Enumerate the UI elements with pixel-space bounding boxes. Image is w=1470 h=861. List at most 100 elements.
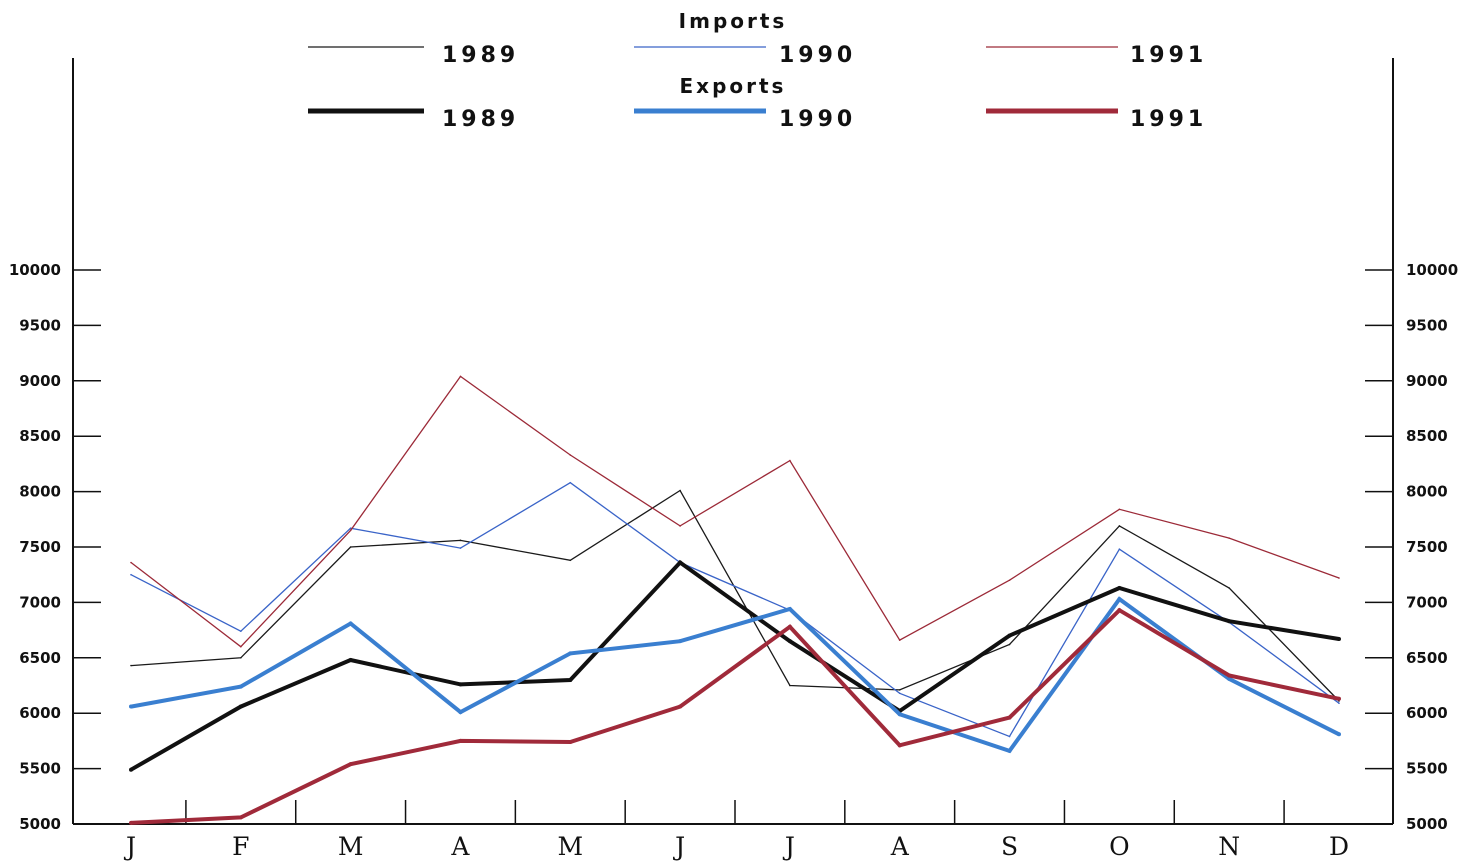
right-y-tick-label: 9000 (1406, 372, 1448, 390)
point-exports-1991 (897, 743, 902, 748)
point-exports-1989 (458, 682, 463, 687)
series-imports-1991 (130, 375, 1340, 648)
right-y-tick-label: 9500 (1406, 316, 1448, 334)
point-imports-1991 (1228, 537, 1230, 539)
point-imports-1990 (1118, 548, 1121, 551)
series-exports-1990 (130, 596, 1340, 754)
legend-group-title: Imports (679, 9, 788, 33)
point-imports-1989 (240, 657, 242, 659)
point-exports-1989 (1337, 636, 1341, 641)
point-exports-1990 (458, 710, 463, 715)
x-category-label: F (232, 832, 249, 861)
series-imports-1990 (130, 481, 1340, 738)
point-imports-1989 (789, 684, 791, 687)
point-imports-1989 (898, 689, 901, 691)
point-imports-1990 (240, 630, 242, 633)
right-y-tick-label: 8500 (1406, 427, 1448, 445)
point-exports-1990 (1117, 597, 1122, 602)
point-imports-1990 (898, 692, 901, 695)
series-exports-1991 (130, 607, 1340, 825)
left-y-tick-label: 5000 (19, 815, 61, 833)
left-y-tick-label: 7000 (19, 593, 61, 611)
point-exports-1990 (1227, 676, 1232, 681)
left-y-tick-label: 8500 (19, 427, 61, 445)
point-exports-1989 (678, 560, 683, 565)
point-imports-1991 (569, 454, 572, 456)
x-category-label: J (672, 832, 685, 861)
x-category-label: A (450, 832, 470, 861)
point-imports-1989 (130, 664, 132, 667)
point-imports-1991 (240, 645, 242, 648)
x-category-label: S (1001, 832, 1018, 861)
x-category-label: M (338, 832, 364, 861)
point-imports-1990 (130, 573, 132, 576)
point-imports-1989 (1228, 587, 1230, 589)
point-exports-1990 (1007, 748, 1012, 753)
point-exports-1991 (129, 820, 133, 825)
point-exports-1990 (348, 621, 353, 626)
point-exports-1989 (787, 639, 792, 644)
point-exports-1991 (568, 740, 573, 745)
legend-label: 1991 (1130, 107, 1207, 132)
point-exports-1990 (568, 651, 573, 656)
right-y-tick-label: 8000 (1406, 483, 1448, 501)
point-imports-1990 (1008, 735, 1011, 738)
x-category-label: O (1109, 832, 1130, 861)
point-exports-1989 (1227, 619, 1232, 624)
point-exports-1990 (787, 607, 792, 612)
point-exports-1989 (238, 704, 243, 709)
point-imports-1990 (569, 481, 572, 484)
x-category-label: J (123, 832, 136, 861)
left-y-tick-label: 9500 (19, 316, 61, 334)
axes: 5000 5000 5500 5500 6000 6000 6500 6500 7000 7000… (9, 58, 1458, 861)
legend-label: 1991 (1130, 43, 1207, 68)
series-exports-1989 (130, 559, 1340, 772)
point-imports-1991 (1338, 577, 1340, 579)
point-exports-1991 (458, 738, 463, 743)
point-imports-1991 (679, 525, 681, 527)
point-exports-1991 (1337, 696, 1341, 701)
point-exports-1991 (1227, 673, 1232, 678)
left-y-tick-label: 8000 (19, 483, 61, 501)
right-y-tick-label: 7000 (1406, 593, 1448, 611)
point-exports-1990 (897, 712, 902, 717)
right-y-tick-label: 5500 (1406, 760, 1448, 778)
point-exports-1990 (129, 704, 133, 709)
right-y-tick-label: 6500 (1406, 649, 1448, 667)
legend-label: 1990 (779, 43, 856, 68)
right-y-tick-label: 7500 (1406, 538, 1448, 556)
point-imports-1990 (1338, 702, 1340, 705)
legend-label: 1989 (442, 107, 519, 132)
point-exports-1989 (129, 767, 133, 772)
point-exports-1991 (348, 762, 353, 767)
left-y-tick-label: 7500 (19, 538, 61, 556)
legend-label: 1990 (779, 107, 856, 132)
point-imports-1991 (1008, 579, 1011, 582)
point-imports-1990 (459, 547, 462, 549)
left-y-tick-label: 5500 (19, 760, 61, 778)
point-exports-1991 (787, 624, 792, 629)
point-imports-1989 (459, 539, 462, 542)
point-exports-1991 (1007, 715, 1012, 720)
point-imports-1991 (349, 529, 352, 532)
x-category-label: M (557, 832, 583, 861)
x-category-label: D (1329, 832, 1349, 861)
right-y-tick-label: 6000 (1406, 704, 1448, 722)
legend-label: 1989 (442, 43, 519, 68)
point-exports-1989 (568, 677, 573, 682)
series-imports-1989 (130, 489, 1340, 702)
point-imports-1991 (459, 375, 462, 378)
point-exports-1990 (1337, 732, 1341, 737)
point-exports-1990 (238, 684, 243, 689)
left-y-tick-label: 6500 (19, 649, 61, 667)
point-exports-1990 (678, 639, 683, 644)
right-y-tick-label: 10000 (1406, 261, 1458, 279)
point-imports-1991 (898, 639, 901, 641)
point-exports-1989 (1007, 633, 1012, 638)
point-imports-1991 (1118, 508, 1121, 511)
x-category-label: N (1218, 832, 1240, 861)
legend: Imports 1989 1990 1991 Exports 1989 1990 1991 (308, 9, 1207, 132)
point-exports-1989 (1117, 585, 1122, 590)
right-y-tick-label: 5000 (1406, 815, 1448, 833)
